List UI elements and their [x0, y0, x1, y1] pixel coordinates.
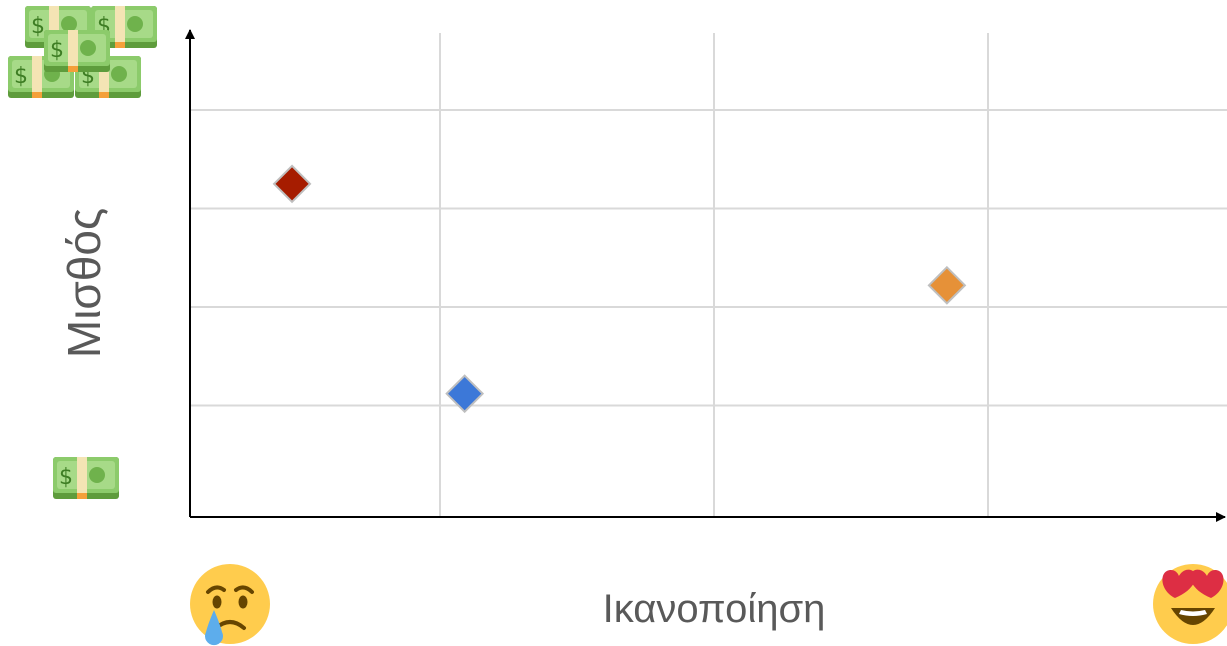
- y-axis-title: Μισθός: [58, 208, 110, 358]
- data-point-2: [445, 374, 485, 414]
- grid-lines: [190, 33, 1227, 517]
- money-stack-icon: [8, 6, 157, 98]
- banknote-icon: [53, 457, 119, 499]
- crying-face-icon: [190, 564, 270, 646]
- data-points: [272, 164, 967, 414]
- heart-eyes-face-icon: [1153, 564, 1227, 644]
- axes: [185, 29, 1226, 522]
- data-point-1: [272, 164, 312, 204]
- x-axis-title: Ικανοποίηση: [603, 587, 826, 631]
- data-point-3: [927, 265, 967, 305]
